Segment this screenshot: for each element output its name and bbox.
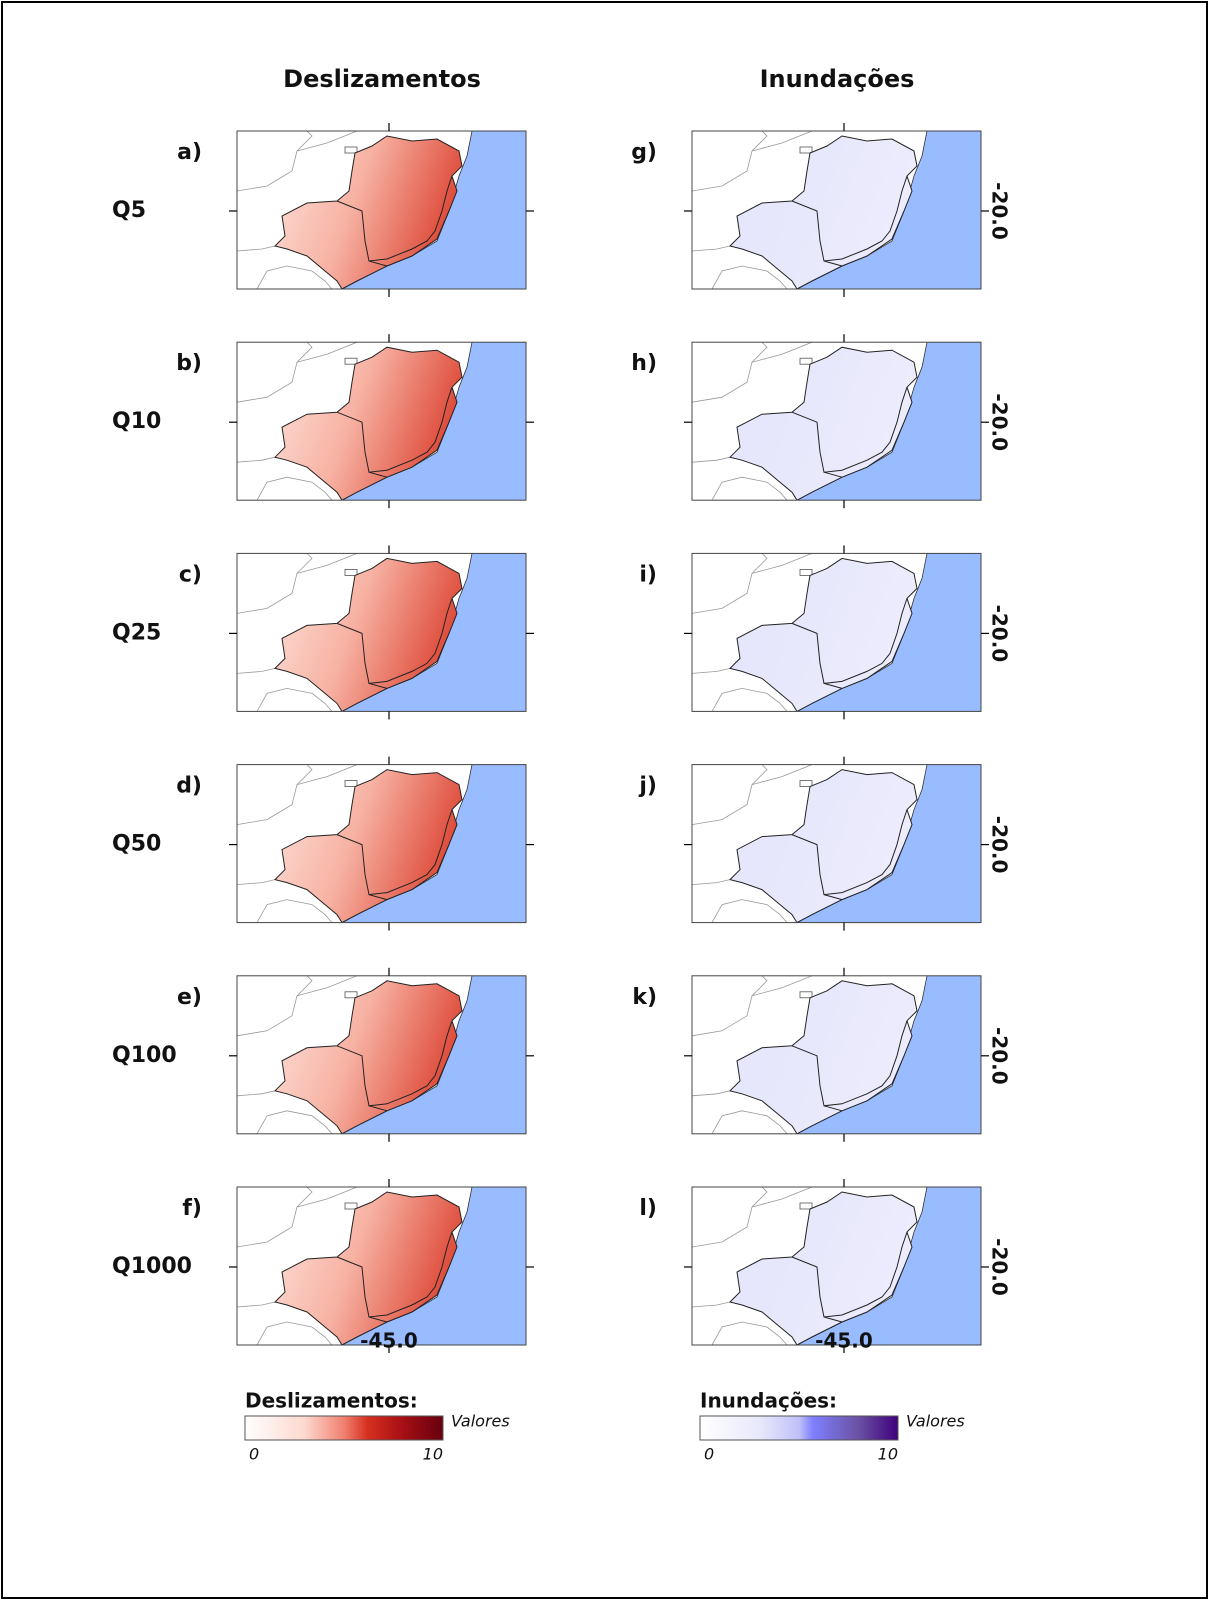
panel-letter: d) <box>176 774 202 799</box>
column-title: Inundações <box>760 65 915 93</box>
map-frame <box>691 552 982 712</box>
row-label: Q1000 <box>112 1254 192 1279</box>
map-frame <box>236 764 527 924</box>
panel-letter: g) <box>631 140 657 165</box>
row-label: Q100 <box>112 1043 177 1068</box>
map-frame <box>691 130 982 290</box>
legend-min: 0 <box>704 1445 714 1464</box>
map-frame <box>691 764 982 924</box>
map <box>692 553 981 711</box>
latitude-label: -20.0 <box>988 1027 1012 1085</box>
map <box>692 1187 981 1345</box>
map <box>237 131 526 289</box>
legend-unit: Valores <box>451 1412 510 1431</box>
panel-letter: l) <box>639 1196 657 1221</box>
legend-unit: Valores <box>906 1412 965 1431</box>
map <box>237 342 526 500</box>
map-frame <box>236 130 527 290</box>
map <box>692 342 981 500</box>
map-frame <box>691 341 982 501</box>
map <box>237 1187 526 1345</box>
legend-title: Deslizamentos: <box>245 1389 418 1413</box>
panel-letter: f) <box>182 1196 202 1221</box>
panel-letter: c) <box>179 562 202 587</box>
map-frame <box>236 552 527 712</box>
legend-max: 10 <box>878 1445 898 1464</box>
row-label: Q50 <box>112 832 161 857</box>
row-label: Q25 <box>112 620 161 645</box>
row-label: Q10 <box>112 409 161 434</box>
latitude-label: -20.0 <box>988 605 1012 663</box>
map <box>237 765 526 923</box>
map <box>692 131 981 289</box>
legend-min: 0 <box>249 1445 259 1464</box>
map <box>692 765 981 923</box>
latitude-label: -20.0 <box>988 1238 1012 1296</box>
panel-letter: i) <box>639 562 657 587</box>
legend-bar <box>244 1415 444 1441</box>
latitude-label: -20.0 <box>988 393 1012 451</box>
panel-letter: j) <box>638 774 657 799</box>
map-frame <box>236 975 527 1135</box>
map-frame <box>691 975 982 1135</box>
panel-letter: b) <box>176 351 202 376</box>
legend-max: 10 <box>423 1445 443 1464</box>
map <box>692 976 981 1134</box>
longitude-label: -45.0 <box>360 1329 418 1353</box>
panel-letter: e) <box>177 985 202 1010</box>
panel-letter: h) <box>631 351 657 376</box>
map <box>237 976 526 1134</box>
panel-letter: k) <box>632 985 657 1010</box>
map <box>237 553 526 711</box>
legend-title: Inundações: <box>700 1389 837 1413</box>
latitude-label: -20.0 <box>988 182 1012 240</box>
latitude-label: -20.0 <box>988 816 1012 874</box>
legend-bar <box>699 1415 899 1441</box>
map-frame <box>236 1186 527 1346</box>
map-frame <box>236 341 527 501</box>
column-title: Deslizamentos <box>283 65 481 93</box>
row-label: Q5 <box>112 198 146 223</box>
map-frame <box>691 1186 982 1346</box>
longitude-label: -45.0 <box>815 1329 873 1353</box>
panel-letter: a) <box>177 140 202 165</box>
